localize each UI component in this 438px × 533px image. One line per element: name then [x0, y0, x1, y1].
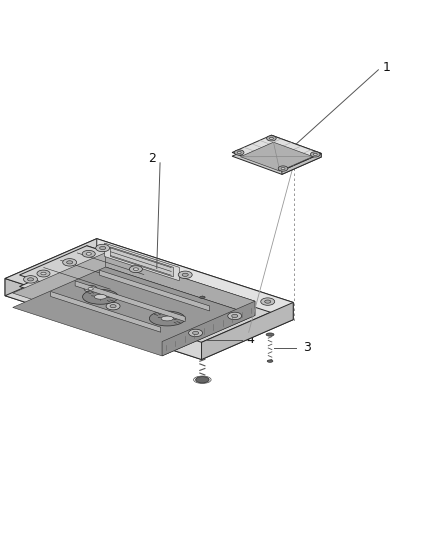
Ellipse shape [267, 360, 273, 362]
Ellipse shape [178, 271, 192, 279]
Ellipse shape [182, 273, 188, 277]
Polygon shape [201, 302, 293, 360]
Text: 1: 1 [382, 61, 390, 74]
Ellipse shape [311, 152, 320, 157]
Ellipse shape [228, 312, 242, 320]
Polygon shape [105, 243, 179, 281]
Ellipse shape [269, 138, 273, 140]
Ellipse shape [86, 253, 92, 255]
Polygon shape [106, 253, 255, 316]
Text: 3: 3 [303, 341, 311, 354]
Ellipse shape [28, 278, 34, 281]
Polygon shape [99, 270, 210, 311]
Ellipse shape [189, 329, 203, 337]
Polygon shape [5, 256, 293, 360]
Ellipse shape [129, 266, 142, 272]
Ellipse shape [196, 377, 209, 383]
Ellipse shape [265, 300, 271, 303]
Polygon shape [282, 154, 321, 174]
Ellipse shape [82, 251, 95, 257]
Ellipse shape [237, 151, 241, 154]
Polygon shape [97, 239, 293, 320]
Ellipse shape [281, 167, 285, 169]
Ellipse shape [278, 166, 288, 171]
Ellipse shape [88, 287, 93, 290]
Ellipse shape [133, 268, 138, 270]
Polygon shape [232, 139, 321, 174]
Ellipse shape [99, 246, 106, 249]
Ellipse shape [266, 333, 274, 336]
Polygon shape [5, 279, 201, 360]
Polygon shape [5, 239, 293, 342]
Polygon shape [162, 301, 255, 356]
Polygon shape [272, 135, 321, 157]
Ellipse shape [261, 298, 275, 305]
Ellipse shape [200, 296, 205, 298]
Ellipse shape [37, 270, 50, 277]
Ellipse shape [193, 332, 199, 335]
Ellipse shape [94, 294, 106, 299]
Polygon shape [240, 142, 313, 171]
Ellipse shape [24, 276, 38, 283]
Ellipse shape [63, 259, 77, 266]
Polygon shape [51, 292, 161, 332]
Polygon shape [13, 253, 255, 342]
Ellipse shape [234, 150, 244, 155]
Ellipse shape [267, 136, 276, 141]
Ellipse shape [110, 304, 116, 308]
Ellipse shape [84, 285, 97, 292]
Text: 2: 2 [148, 152, 156, 165]
Ellipse shape [67, 261, 73, 264]
Ellipse shape [106, 302, 120, 310]
Ellipse shape [313, 154, 317, 156]
Polygon shape [19, 246, 161, 299]
Polygon shape [13, 267, 255, 356]
Polygon shape [232, 135, 321, 171]
Ellipse shape [161, 316, 173, 321]
Polygon shape [75, 281, 185, 321]
Ellipse shape [82, 289, 118, 304]
Polygon shape [87, 246, 161, 281]
Polygon shape [19, 257, 161, 311]
Polygon shape [5, 239, 97, 296]
Polygon shape [110, 247, 173, 277]
Ellipse shape [41, 272, 46, 275]
Ellipse shape [149, 311, 185, 326]
Ellipse shape [232, 314, 238, 318]
Ellipse shape [95, 244, 110, 252]
Text: 4: 4 [246, 333, 254, 346]
